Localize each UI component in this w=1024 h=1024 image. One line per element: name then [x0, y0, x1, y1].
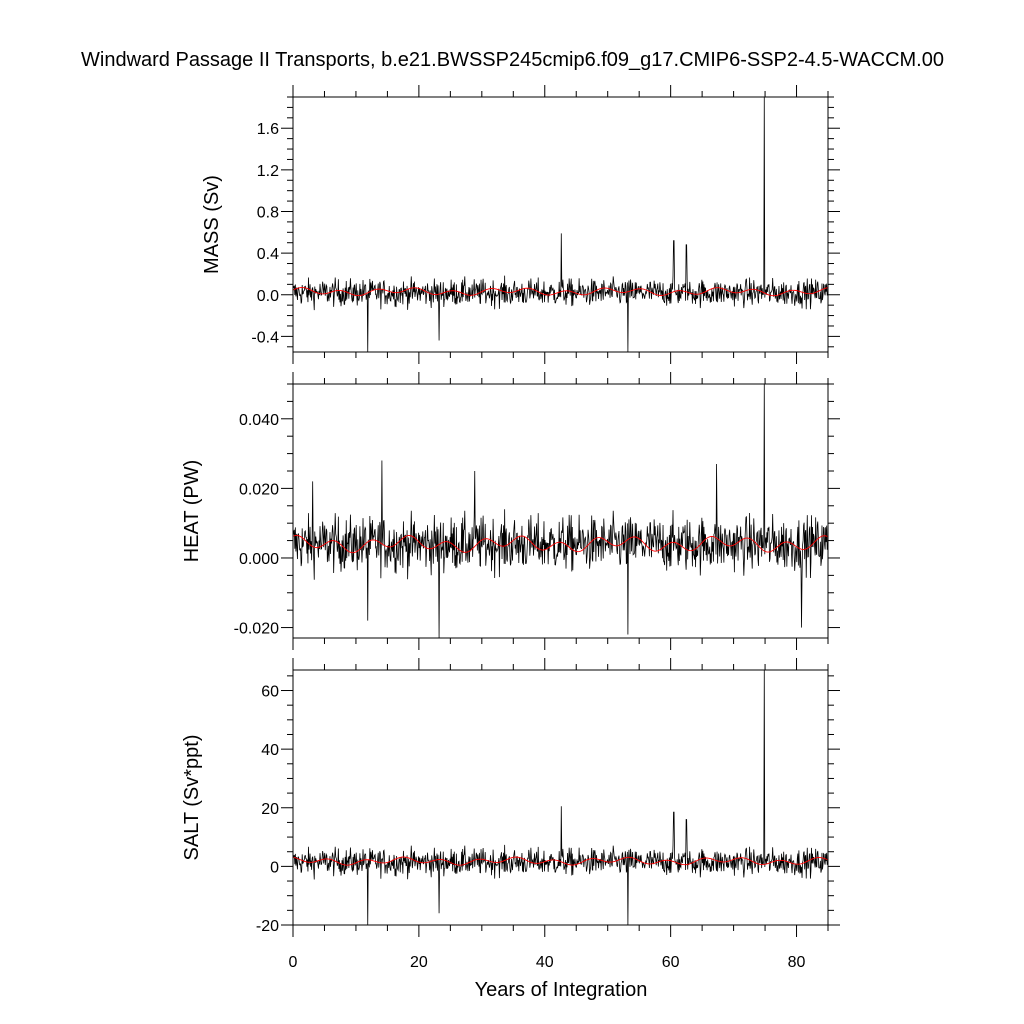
panel-2-annual-series-line	[293, 384, 828, 638]
panel-3-y-tick-label: 60	[261, 684, 279, 701]
x-axis-title: Years of Integration	[475, 979, 648, 1001]
panel-1-smoothed-series-line	[293, 287, 828, 297]
panel-3-annual-series-line	[293, 670, 828, 925]
panel-1-y-tick-label: 1.2	[257, 163, 279, 180]
panel-1-y-axis-title: MASS (Sv)	[201, 175, 223, 274]
panel-3-y-tick-label: -20	[256, 918, 279, 935]
x-tick-label: 0	[289, 954, 298, 971]
x-tick-label: 40	[536, 954, 554, 971]
panel-3-y-axis-title: SALT (Sv*ppt)	[181, 735, 203, 861]
panel-3-y-tick-label: 20	[261, 801, 279, 818]
panel-2-y-tick-label: 0.020	[239, 481, 279, 498]
panel-1-annual-series-line	[293, 97, 828, 352]
panel-1-frame	[292, 96, 829, 353]
panel-3-y-tick-label: 0	[270, 859, 279, 876]
x-tick-label: 20	[410, 954, 428, 971]
chart-title: Windward Passage II Transports, b.e21.BW…	[81, 49, 944, 71]
panel-1-y-tick-label: 0.8	[257, 204, 279, 221]
panel-2-y-tick-label: -0.020	[234, 621, 279, 638]
panel-2-y-axis-title: HEAT (PW)	[181, 460, 203, 563]
panel-2-y-tick-label: 0.000	[239, 551, 279, 568]
panel-1-y-tick-label: 0.4	[257, 246, 279, 263]
panel-1-y-tick-label: -0.4	[251, 329, 279, 346]
panel-3-y-tick-label: 40	[261, 742, 279, 759]
panel-1-y-tick-label: 1.6	[257, 121, 279, 138]
panel-2-smoothed-series-line	[293, 534, 828, 554]
panel-1-y-tick-label: 0.0	[257, 288, 279, 305]
panel-3-smoothed-series-line	[293, 856, 828, 866]
panel-3-frame	[292, 669, 829, 926]
x-tick-label: 80	[788, 954, 806, 971]
panel-2-y-tick-label: 0.040	[239, 412, 279, 429]
panel-2-frame	[292, 383, 829, 639]
x-tick-label: 60	[662, 954, 680, 971]
